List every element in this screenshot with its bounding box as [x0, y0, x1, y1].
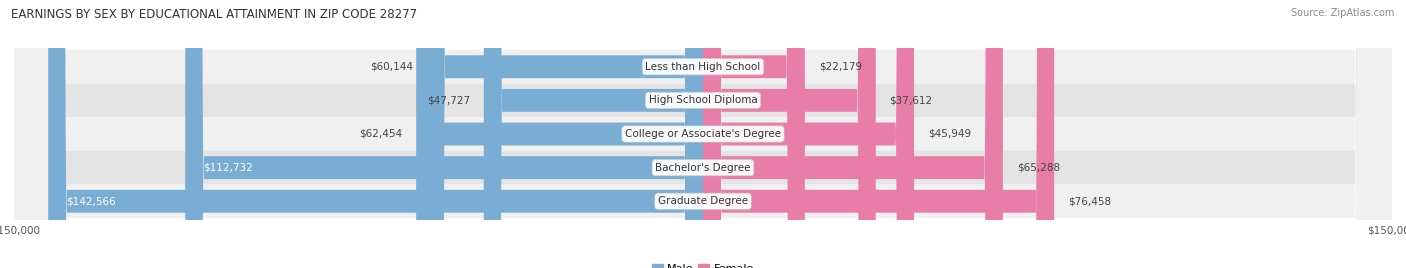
Text: High School Diploma: High School Diploma [648, 95, 758, 105]
Text: $45,949: $45,949 [928, 129, 972, 139]
FancyBboxPatch shape [48, 0, 703, 268]
Legend: Male, Female: Male, Female [652, 264, 754, 268]
Text: Source: ZipAtlas.com: Source: ZipAtlas.com [1291, 8, 1395, 18]
FancyBboxPatch shape [14, 0, 1392, 268]
Text: College or Associate's Degree: College or Associate's Degree [626, 129, 780, 139]
FancyBboxPatch shape [703, 0, 1002, 268]
FancyBboxPatch shape [14, 0, 1392, 268]
Text: $47,727: $47,727 [427, 95, 470, 105]
Text: $62,454: $62,454 [360, 129, 402, 139]
FancyBboxPatch shape [14, 0, 1392, 268]
Text: $60,144: $60,144 [370, 62, 413, 72]
Text: $142,566: $142,566 [66, 196, 117, 206]
Text: $22,179: $22,179 [818, 62, 862, 72]
FancyBboxPatch shape [703, 0, 804, 268]
Text: $65,288: $65,288 [1017, 163, 1060, 173]
Text: Graduate Degree: Graduate Degree [658, 196, 748, 206]
Text: Bachelor's Degree: Bachelor's Degree [655, 163, 751, 173]
FancyBboxPatch shape [484, 0, 703, 268]
Text: $76,458: $76,458 [1069, 196, 1111, 206]
FancyBboxPatch shape [427, 0, 703, 268]
FancyBboxPatch shape [703, 0, 1054, 268]
FancyBboxPatch shape [416, 0, 703, 268]
FancyBboxPatch shape [14, 0, 1392, 268]
Text: Less than High School: Less than High School [645, 62, 761, 72]
Text: $37,612: $37,612 [890, 95, 932, 105]
Text: $112,732: $112,732 [204, 163, 253, 173]
Text: EARNINGS BY SEX BY EDUCATIONAL ATTAINMENT IN ZIP CODE 28277: EARNINGS BY SEX BY EDUCATIONAL ATTAINMEN… [11, 8, 418, 21]
FancyBboxPatch shape [703, 0, 914, 268]
FancyBboxPatch shape [14, 0, 1392, 268]
FancyBboxPatch shape [186, 0, 703, 268]
FancyBboxPatch shape [703, 0, 876, 268]
